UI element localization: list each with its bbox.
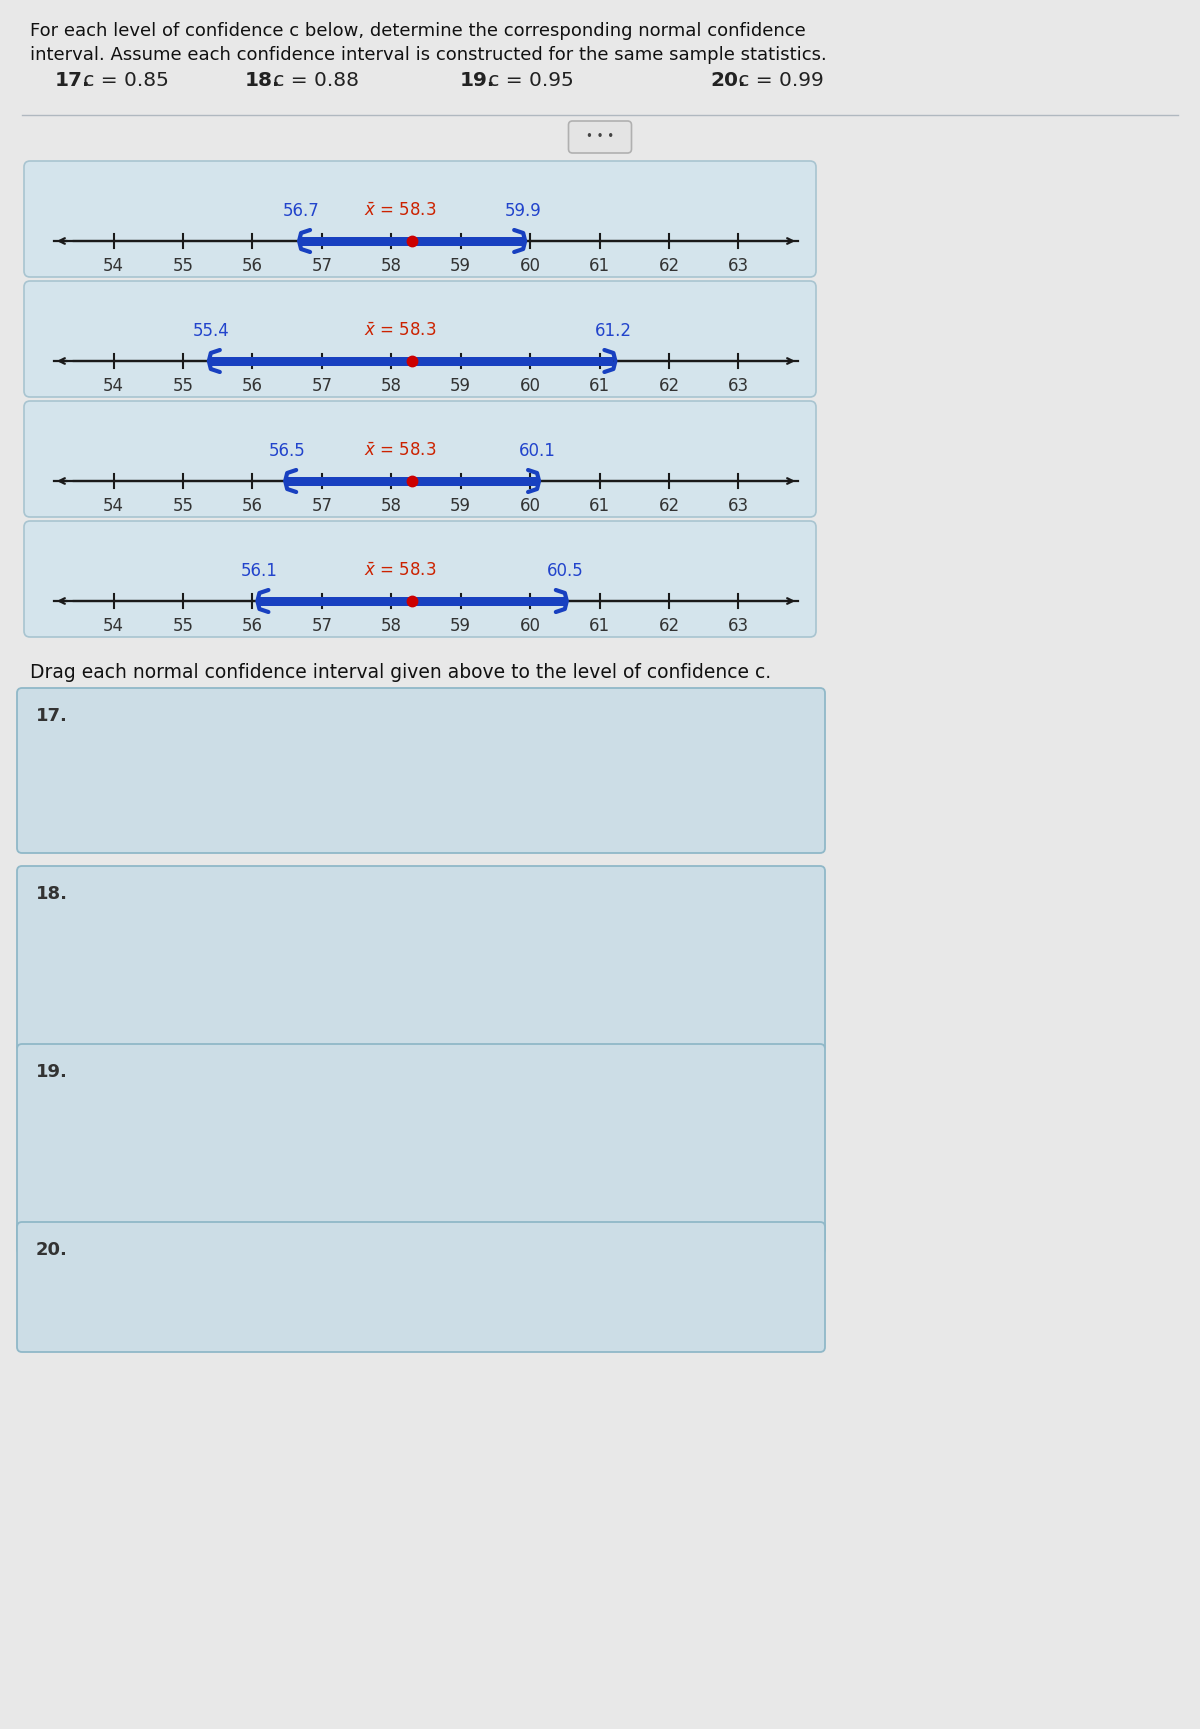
Text: 18.: 18. (36, 885, 68, 903)
Text: 63: 63 (727, 258, 749, 275)
Text: c = 0.99: c = 0.99 (732, 71, 823, 90)
Text: 57: 57 (311, 258, 332, 275)
Text: 55: 55 (173, 258, 193, 275)
FancyBboxPatch shape (17, 688, 826, 852)
Text: c = 0.95: c = 0.95 (482, 71, 574, 90)
Text: 20.: 20. (710, 71, 745, 90)
Text: 61.2: 61.2 (595, 322, 632, 341)
Text: c = 0.88: c = 0.88 (266, 71, 359, 90)
Text: 57: 57 (311, 377, 332, 394)
Text: 55.4: 55.4 (192, 322, 229, 341)
Text: 63: 63 (727, 377, 749, 394)
Text: $\bar{x}$ = 58.3: $\bar{x}$ = 58.3 (364, 322, 437, 341)
Text: 58: 58 (380, 377, 402, 394)
Text: 55: 55 (173, 496, 193, 515)
FancyBboxPatch shape (24, 401, 816, 517)
Text: 54: 54 (103, 496, 124, 515)
Text: 20.: 20. (36, 1241, 68, 1259)
Text: 17.: 17. (55, 71, 90, 90)
Text: 60.5: 60.5 (546, 562, 583, 579)
Text: 58: 58 (380, 617, 402, 635)
FancyBboxPatch shape (24, 520, 816, 636)
Text: 61: 61 (589, 617, 610, 635)
FancyBboxPatch shape (24, 282, 816, 398)
Text: 60: 60 (520, 258, 541, 275)
Text: 56.5: 56.5 (269, 443, 306, 460)
Text: 56.1: 56.1 (241, 562, 278, 579)
Text: 58: 58 (380, 258, 402, 275)
FancyBboxPatch shape (17, 866, 826, 1051)
Text: 54: 54 (103, 617, 124, 635)
Text: 59: 59 (450, 617, 472, 635)
Text: 17.: 17. (36, 707, 68, 724)
FancyBboxPatch shape (17, 1044, 826, 1254)
Text: 59: 59 (450, 496, 472, 515)
Text: 61: 61 (589, 496, 610, 515)
Text: interval. Assume each confidence interval is constructed for the same sample sta: interval. Assume each confidence interva… (30, 47, 827, 64)
Text: 62: 62 (659, 617, 679, 635)
Text: $\bar{x}$ = 58.3: $\bar{x}$ = 58.3 (364, 443, 437, 460)
FancyBboxPatch shape (17, 1222, 826, 1352)
Text: 60: 60 (520, 617, 541, 635)
Text: 54: 54 (103, 377, 124, 394)
Text: 60.1: 60.1 (518, 443, 556, 460)
Text: 59: 59 (450, 258, 472, 275)
Text: $\bar{x}$ = 58.3: $\bar{x}$ = 58.3 (364, 562, 437, 579)
Text: 56: 56 (242, 496, 263, 515)
Bar (211, 356, 613, 365)
Text: 55: 55 (173, 377, 193, 394)
FancyBboxPatch shape (24, 161, 816, 277)
Text: 58: 58 (380, 496, 402, 515)
Text: 59.9: 59.9 (505, 202, 541, 220)
Text: 56: 56 (242, 258, 263, 275)
Text: 61: 61 (589, 258, 610, 275)
Bar (259, 597, 565, 605)
Text: 56.7: 56.7 (283, 202, 319, 220)
Text: 63: 63 (727, 617, 749, 635)
Text: 57: 57 (311, 496, 332, 515)
Bar (287, 477, 538, 486)
Text: c = 0.85: c = 0.85 (77, 71, 169, 90)
Text: 57: 57 (311, 617, 332, 635)
Text: 19.: 19. (36, 1063, 68, 1081)
Text: 56: 56 (242, 617, 263, 635)
Text: 63: 63 (727, 496, 749, 515)
FancyBboxPatch shape (569, 121, 631, 152)
Text: 18.: 18. (245, 71, 281, 90)
Text: $\bar{x}$ = 58.3: $\bar{x}$ = 58.3 (364, 202, 437, 220)
Text: Drag each normal confidence interval given above to the level of confidence c.: Drag each normal confidence interval giv… (30, 662, 772, 681)
Bar (301, 237, 523, 246)
Text: 59: 59 (450, 377, 472, 394)
Text: 55: 55 (173, 617, 193, 635)
Text: 62: 62 (659, 496, 679, 515)
Text: 54: 54 (103, 258, 124, 275)
Text: 61: 61 (589, 377, 610, 394)
Text: 19.: 19. (460, 71, 496, 90)
Text: 60: 60 (520, 377, 541, 394)
Text: 56: 56 (242, 377, 263, 394)
Text: For each level of confidence c below, determine the corresponding normal confide: For each level of confidence c below, de… (30, 22, 805, 40)
Text: • • •: • • • (586, 130, 614, 142)
Text: 62: 62 (659, 258, 679, 275)
Text: 60: 60 (520, 496, 541, 515)
Text: 62: 62 (659, 377, 679, 394)
